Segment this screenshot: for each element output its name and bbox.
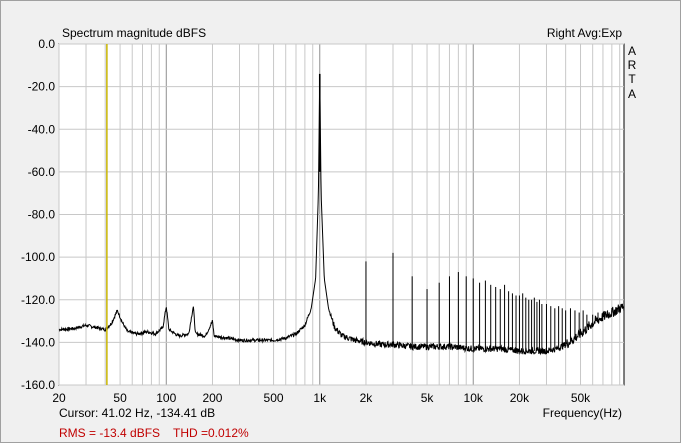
x-tick-label: 1k bbox=[313, 391, 327, 405]
x-tick-label: 5k bbox=[421, 391, 435, 405]
x-axis: 20 50 100 200 500 1k 2k 5k 10k 20k 50k bbox=[52, 391, 591, 405]
grid bbox=[58, 43, 624, 386]
y-tick-label: -80.0 bbox=[28, 208, 56, 222]
x-tick-label: 10k bbox=[464, 391, 484, 405]
y-tick-label: -40.0 bbox=[28, 122, 56, 136]
x-tick-label: 20k bbox=[510, 391, 530, 405]
cursor-readout: Cursor: 41.02 Hz, -134.41 dB bbox=[59, 406, 215, 420]
x-tick-label: 2k bbox=[360, 391, 374, 405]
y-tick-label: -20.0 bbox=[28, 80, 56, 94]
x-tick-label: 200 bbox=[202, 391, 222, 405]
thd-readout: THD =0.012% bbox=[173, 426, 249, 440]
x-tick-label: 20 bbox=[52, 391, 66, 405]
brand-letter-t: T bbox=[628, 72, 636, 86]
y-tick-label: -140.0 bbox=[21, 335, 55, 349]
y-tick-label: -60.0 bbox=[28, 165, 56, 179]
x-tick-label: 100 bbox=[156, 391, 176, 405]
y-tick-label: -100.0 bbox=[21, 250, 55, 264]
brand-letter-r: R bbox=[628, 58, 637, 72]
x-tick-label: 500 bbox=[264, 391, 284, 405]
y-tick-label: 0.0 bbox=[38, 37, 55, 51]
brand-letter-a2: A bbox=[628, 87, 636, 101]
x-axis-label: Frequency(Hz) bbox=[543, 406, 622, 420]
spectrum-curve-group bbox=[58, 73, 625, 356]
status-right: Right Avg:Exp bbox=[547, 26, 622, 40]
y-tick-label: -160.0 bbox=[21, 378, 55, 392]
y-tick-label: -120.0 bbox=[21, 293, 55, 307]
spectrum-line bbox=[58, 78, 625, 356]
x-tick-label: 50 bbox=[113, 391, 127, 405]
rms-readout: RMS = -13.4 dBFS bbox=[59, 426, 160, 440]
x-tick-label: 50k bbox=[571, 391, 591, 405]
brand-letter-a1: A bbox=[628, 44, 636, 58]
chart-title: Spectrum magnitude dBFS bbox=[62, 26, 206, 40]
y-axis: 0.0 -20.0 -40.0 -60.0 -80.0 -100.0 -120.0 -140.… bbox=[21, 37, 55, 392]
